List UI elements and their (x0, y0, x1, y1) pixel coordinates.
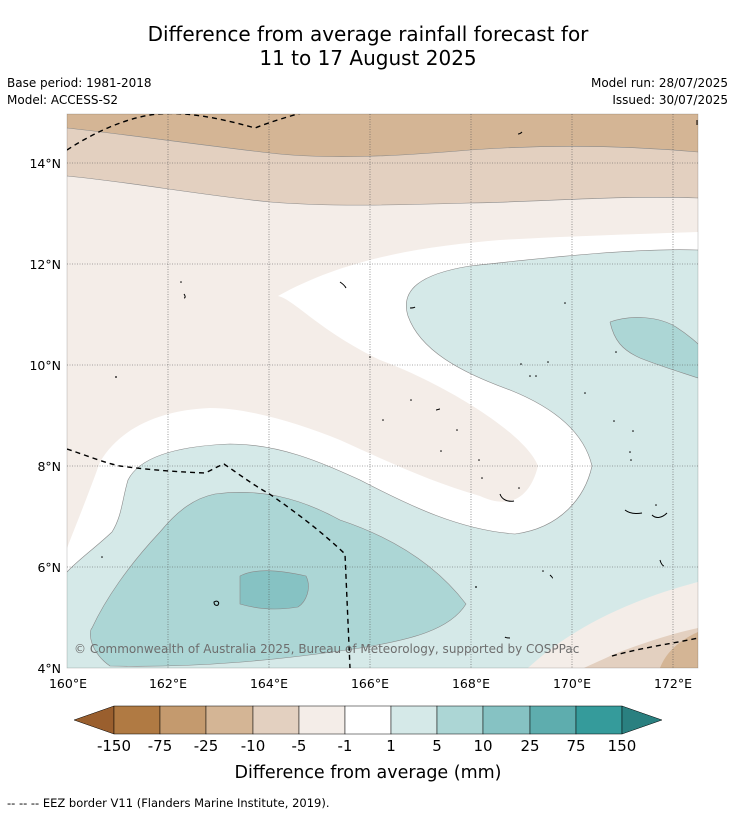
lat-label-14n: 14°N (29, 156, 61, 171)
lon-label-162e: 162°E (149, 676, 187, 691)
map-frame (66, 113, 699, 669)
gridlines (67, 114, 698, 668)
lon-label-170e: 170°E (553, 676, 591, 691)
lat-label-6n: 6°N (37, 560, 61, 575)
lat-label-8n: 8°N (37, 459, 61, 474)
latitude-axis: 14°N 12°N 10°N 8°N 6°N 4°N (29, 156, 61, 676)
colorbar-tick: 10 (473, 737, 492, 755)
region-dry-10-southeast (660, 632, 698, 668)
eez-borders (67, 114, 698, 668)
lat-label-10n: 10°N (29, 358, 61, 373)
region-dry-10 (67, 114, 698, 157)
colorbar-tick: 75 (566, 737, 585, 755)
region-wet-1-edge (695, 486, 698, 520)
colorbar-swatches (73, 705, 663, 735)
colorbar: -150 -75 -25 -10 -5 -1 1 5 10 25 75 150 … (73, 705, 663, 783)
island-outlines (183, 120, 698, 639)
colorbar-swatch-10-to-25 (482, 705, 531, 735)
colorbar-swatch-1-to-5 (390, 705, 438, 735)
rainfall-map: © Commonwealth of Australia 2025, Bureau… (29, 113, 699, 691)
colorbar-swatch-25-to-75 (529, 705, 577, 735)
colorbar-swatch-minus-1-to-1 (344, 705, 392, 735)
model-label: Model: ACCESS-S2 (7, 93, 119, 107)
colorbar-tick: -25 (194, 737, 219, 755)
colorbar-tick: -1 (338, 737, 353, 755)
colorbar-swatch-above-150 (621, 705, 663, 735)
lon-label-160e: 160°E (49, 676, 87, 691)
map-title-line-2: 11 to 17 August 2025 (259, 46, 477, 70)
lon-label-168e: 168°E (452, 676, 490, 691)
map-title-line-1: Difference from average rainfall forecas… (147, 22, 589, 46)
copyright-notice: © Commonwealth of Australia 2025, Bureau… (74, 642, 579, 656)
lon-label-172e: 172°E (654, 676, 692, 691)
lat-label-12n: 12°N (29, 257, 61, 272)
longitude-axis: 160°E 162°E 164°E 166°E 168°E 170°E 172°… (49, 676, 692, 691)
colorbar-tick: -5 (292, 737, 307, 755)
base-period-label: Base period: 1981-2018 (7, 76, 152, 90)
lon-label-164e: 164°E (250, 676, 288, 691)
colorbar-swatch-5-to-10 (436, 705, 484, 735)
colorbar-title: Difference from average (mm) (234, 763, 501, 783)
lon-label-166e: 166°E (351, 676, 389, 691)
colorbar-swatch-minus-75-to-25 (159, 705, 207, 735)
colorbar-tick: -75 (148, 737, 173, 755)
region-wet-10 (240, 570, 309, 609)
colorbar-tick: -150 (97, 737, 131, 755)
lat-label-4n: 4°N (37, 661, 61, 676)
colorbar-swatch-minus-25-to-10 (205, 705, 254, 735)
colorbar-swatch-minus-5-to-1 (298, 705, 346, 735)
colorbar-swatch-75-to-150 (575, 705, 623, 735)
colorbar-tick-labels: -150 -75 -25 -10 -5 -1 1 5 10 25 75 150 (97, 737, 636, 755)
model-run-label: Model run: 28/07/2025 (590, 76, 728, 90)
colorbar-tick: 150 (608, 737, 637, 755)
colorbar-swatch-minus-150-to-75 (113, 705, 161, 735)
atoll-dots (101, 281, 657, 588)
colorbar-tick: 25 (520, 737, 539, 755)
colorbar-tick: -10 (241, 737, 266, 755)
colorbar-swatch-below-150 (73, 705, 115, 735)
region-wet-5-east (610, 317, 698, 378)
colorbar-swatch-minus-10-to-5 (252, 705, 300, 735)
rainfall-contours: © Commonwealth of Australia 2025, Bureau… (67, 114, 698, 668)
eez-border-legend: -- -- -- EEZ border V11 (Flanders Marine… (7, 796, 330, 810)
colorbar-tick: 1 (386, 737, 396, 755)
issued-label: Issued: 30/07/2025 (612, 93, 728, 107)
colorbar-tick: 5 (432, 737, 442, 755)
